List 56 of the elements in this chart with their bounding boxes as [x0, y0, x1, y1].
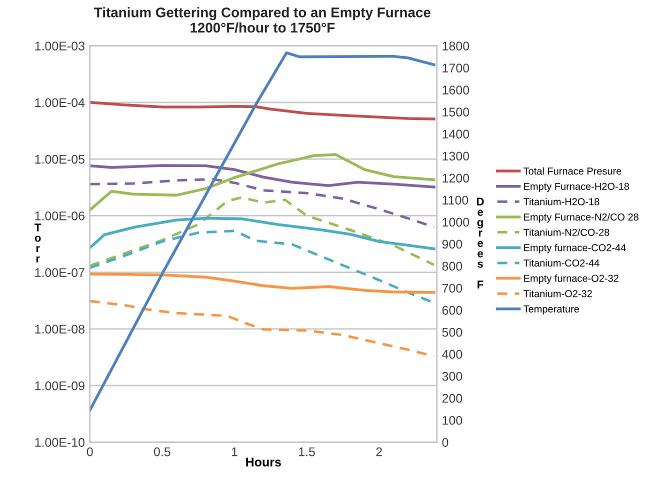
chart-subtitle: 1200°F/hour to 1750°F	[190, 22, 335, 33]
y-tick-label: 1.00E-09	[35, 381, 84, 390]
y-tick-label: 1.00E-08	[35, 324, 84, 334]
y-axis-title: Torr	[34, 224, 42, 262]
legend-label: Temperature	[524, 306, 579, 314]
y-tick-label: 1.00E-07	[35, 268, 84, 277]
line-series	[90, 101, 436, 120]
chart-title: Titanium Gettering Compared to an Empty Furnace	[94, 7, 430, 20]
x-tick-label: 0.5	[154, 447, 170, 456]
legend-label: Titanium-CO2-44	[524, 259, 600, 267]
y2-tick-label: 900	[442, 240, 462, 249]
x-tick-label: 0	[86, 447, 93, 456]
y2-tick-label: 100	[442, 416, 462, 425]
line-series	[90, 51, 436, 412]
legend-label: Titanium-H2O-18	[524, 198, 600, 206]
y-tick-label: 1.00E-06	[35, 211, 84, 220]
legend-label: Empty Furnace-N2/CO 28	[524, 213, 638, 223]
y2-tick-label: 1300	[442, 152, 470, 161]
y2-tick-label: 1500	[442, 108, 470, 117]
line-series	[90, 153, 436, 212]
y2-tick-label: 1600	[442, 86, 470, 94]
y2-tick-label: 1100	[442, 196, 468, 205]
y2-axis-title: Degrees F	[477, 198, 484, 288]
y2-tick-label: 600	[442, 306, 462, 315]
y2-tick-label: 1700	[442, 64, 470, 72]
y-tick-label: 1.00E-03	[35, 42, 84, 50]
legend-label: Empty Furnace-H2O-18	[524, 182, 630, 192]
y2-tick-label: 500	[442, 328, 462, 337]
y-tick-label: 1.00E-10	[35, 438, 85, 447]
line-series	[90, 196, 436, 268]
y2-tick-label: 0	[442, 438, 448, 447]
y2-tick-label: 1200	[442, 174, 470, 183]
x-axis-title: Hours	[246, 458, 281, 466]
y2-tick-label: 1800	[442, 42, 470, 50]
y2-tick-label: 1400	[442, 130, 470, 139]
y2-tick-label: 1000	[442, 218, 470, 227]
x-tick-label: 1	[232, 448, 238, 456]
legend-label: Total Furnace Presure	[524, 167, 622, 175]
x-tick-label: 1.5	[299, 448, 315, 456]
line-series	[90, 300, 436, 358]
x-tick-label: 2	[376, 447, 382, 456]
legend-label: Titanium-N2/CO-28	[524, 228, 610, 236]
y2-tick-label: 200	[442, 394, 462, 403]
line-series	[90, 178, 436, 228]
y2-tick-label: 700	[442, 284, 462, 293]
y-tick-label: 1.00E-05	[35, 154, 84, 164]
y-tick-label: 1.00E-04	[35, 98, 85, 108]
legend-label: Empty furnace-CO2-44	[524, 244, 626, 254]
line-series	[90, 216, 436, 250]
y2-tick-label: 300	[442, 372, 462, 381]
y2-tick-label: 800	[442, 262, 462, 271]
line-series	[90, 164, 436, 188]
line-series	[90, 272, 436, 294]
legend-label: Titanium-O2-32	[524, 290, 592, 298]
y2-tick-label: 400	[442, 350, 462, 359]
legend-label: Empty furnace-O2-32	[524, 274, 618, 284]
